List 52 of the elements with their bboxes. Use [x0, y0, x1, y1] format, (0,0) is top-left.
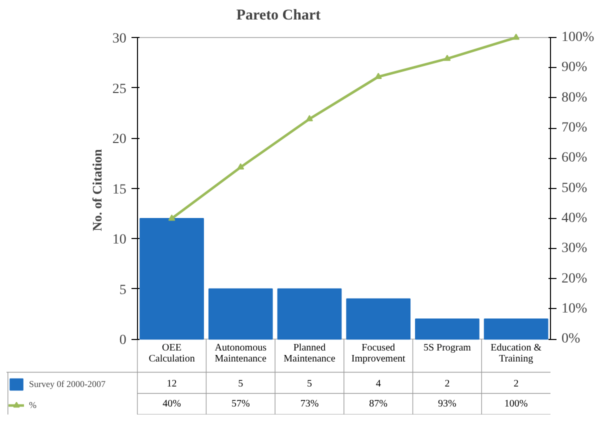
data-label: 5 [306, 378, 312, 390]
data-label: 57% [231, 398, 250, 410]
bar [415, 318, 480, 340]
chart-title: Pareto Chart [236, 8, 321, 24]
y2-tick-label: 30% [562, 241, 588, 256]
x-tick-label: 5S Program [423, 342, 472, 354]
y2-tick-label: 40% [562, 210, 588, 226]
data-label: 93% [438, 398, 456, 410]
x-tick-label: OEE Calculation [148, 342, 195, 365]
y-tick-label: 30 [112, 32, 126, 47]
y2-tick-label: 100% [562, 30, 594, 46]
y-tick-label: 15 [112, 182, 126, 198]
y2-tick-label: 70% [562, 120, 588, 136]
y2-tick-label: 80% [562, 90, 588, 106]
point [444, 54, 451, 61]
y2-tick-label: 50% [562, 180, 588, 196]
point [374, 72, 382, 79]
y2-tick-label: 90% [562, 60, 588, 76]
bar [484, 318, 548, 340]
point [237, 163, 244, 170]
bar [346, 298, 411, 340]
y2-tick-label: 10% [562, 301, 588, 316]
point [512, 34, 520, 40]
y-tick-label: 5 [119, 282, 126, 298]
point [306, 115, 313, 122]
data-label: 2 [514, 378, 519, 390]
x-tick-label: Focused Improvement [351, 342, 406, 365]
data-label: 73% [300, 398, 319, 410]
y2-tick-label: 60% [562, 150, 588, 166]
y-tick-label: 10 [112, 232, 126, 248]
x-tick-label: Autonomous Maintenance [214, 342, 268, 365]
data-label: 5 [238, 378, 244, 390]
data-label: 100% [504, 398, 528, 410]
y2-tick-label: 0% [562, 332, 580, 347]
y-axis-title: No. of Citation [90, 148, 104, 232]
bar [140, 218, 204, 340]
x-tick-label: Planned Maintenance [284, 342, 336, 365]
bar [277, 288, 342, 340]
y-tick-label: 0 [119, 333, 126, 348]
bar [208, 288, 273, 340]
data-label: 2 [444, 378, 450, 390]
legend-label: % [29, 399, 38, 412]
data-label: 40% [162, 398, 181, 410]
data-label: 12 [166, 378, 177, 390]
data-label: 4 [376, 378, 381, 390]
point [168, 214, 176, 221]
y-tick-label: 20 [112, 132, 126, 148]
y-tick-label: 25 [112, 82, 126, 97]
data-label: 87% [369, 398, 388, 410]
y2-tick-label: 20% [562, 271, 588, 286]
x-tick-label: Education & Training [490, 342, 542, 365]
legend-label: Survey 0f 2000-2007 [29, 378, 106, 391]
